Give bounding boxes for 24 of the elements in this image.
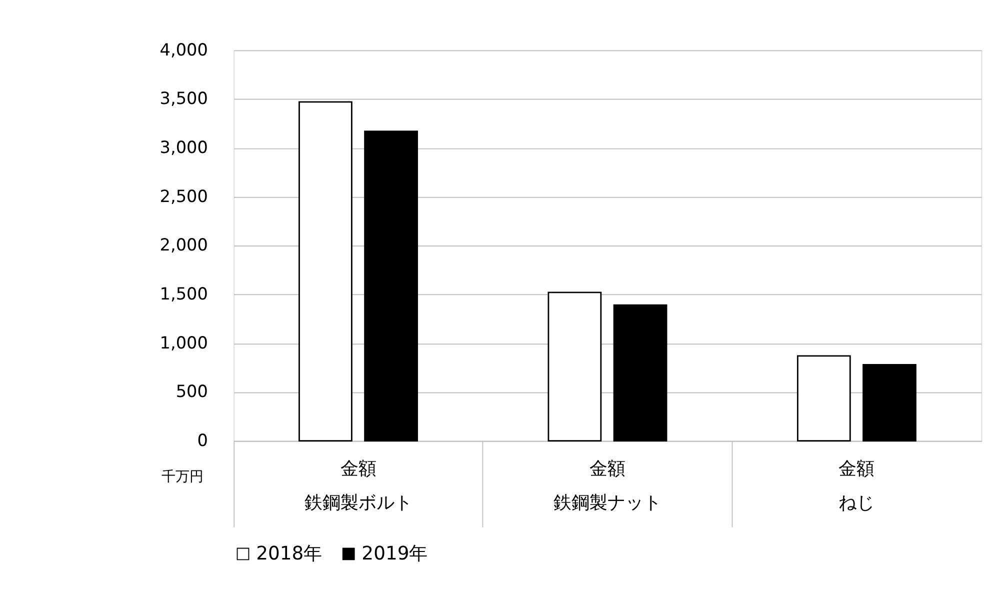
y-tick-label: 3,000 (160, 137, 208, 158)
y-tick-label: 500 (176, 381, 208, 402)
x-tick-label: 鉄鋼製ボルト (304, 494, 412, 514)
text: 金額 (838, 458, 875, 480)
legend-label: 2019年 (362, 544, 428, 565)
text: 金額 (340, 458, 376, 480)
text: 金額 (589, 458, 626, 480)
bar (548, 292, 602, 442)
x-tick-label: 鉄鋼製ナット (553, 494, 662, 514)
y-tick-label: 3,500 (160, 88, 208, 108)
y-axis-title: 千万円 (162, 469, 204, 486)
legend-label: 2018年 (256, 544, 323, 565)
bar (298, 101, 352, 442)
bar (364, 130, 418, 442)
y-tick-label: 2,000 (160, 234, 208, 255)
y-tick-label: 0 (197, 430, 208, 450)
x-tick-label: ねじ (838, 494, 875, 514)
y-tick-label: 1,500 (160, 284, 208, 304)
bar (613, 304, 668, 442)
y-tick-label: 4,000 (160, 39, 208, 60)
y-tick-label: 2,500 (160, 186, 208, 206)
bar (796, 355, 851, 442)
y-tick-label: 1,000 (160, 332, 208, 352)
bar (862, 364, 916, 442)
